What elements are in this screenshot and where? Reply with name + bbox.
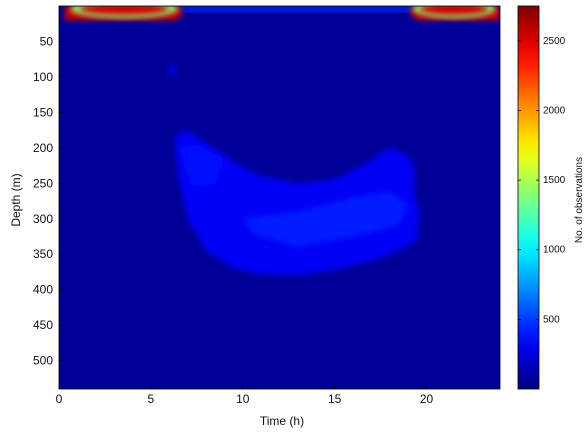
hotspot-ring-core-2 xyxy=(419,6,489,15)
x-axis-label: Time (h) xyxy=(260,414,304,428)
heatmap-region-scattering-core xyxy=(242,191,409,248)
colorbar-tick-label: 2000 xyxy=(543,105,566,116)
colorbar-tick-label: 1500 xyxy=(543,175,566,186)
plot-area xyxy=(59,6,500,389)
plot-border xyxy=(58,5,501,390)
y-tick-label: 400 xyxy=(33,283,53,297)
x-axis: 0 5 10 15 20 xyxy=(56,385,434,406)
colorbar-label: No. of observations xyxy=(574,157,585,243)
y-tick-label: 350 xyxy=(33,247,53,261)
colorbar-tick-label: 1000 xyxy=(543,245,566,256)
y-tick-label: 100 xyxy=(33,70,53,84)
y-axis-label: Depth (m) xyxy=(9,173,23,226)
colorbar-tick-label: 500 xyxy=(543,314,560,325)
heatmap-region-scattering-upper-left xyxy=(178,144,225,187)
colorbar-tick-label: 2500 xyxy=(543,36,566,47)
y-tick-label: 150 xyxy=(33,105,53,119)
y-tick-label: 50 xyxy=(40,34,54,48)
colorbar-scale xyxy=(517,5,540,390)
y-tick-label: 200 xyxy=(33,141,53,155)
y-axis: 50 100 150 200 250 300 350 400 450 500 xyxy=(33,34,63,368)
x-tick-label: 10 xyxy=(236,392,250,406)
y-tick-label: 250 xyxy=(33,176,53,190)
x-tick-label: 15 xyxy=(328,392,342,406)
x-tick-label: 20 xyxy=(420,392,434,406)
heatmap-region-surface-layer-midday xyxy=(180,6,412,12)
y-tick-label: 450 xyxy=(33,318,53,332)
y-tick-label: 300 xyxy=(33,212,53,226)
hotspot-ring-core-1 xyxy=(79,6,170,15)
y-tick-label: 500 xyxy=(33,354,53,368)
x-tick-label: 0 xyxy=(56,392,63,406)
x-tick-label: 5 xyxy=(148,392,155,406)
colorbar: 500 1000 1500 2000 2500 xyxy=(517,5,566,390)
heatmap-region-patch-near-100m xyxy=(167,64,177,76)
heatmap-region-scattering-layer xyxy=(174,130,420,276)
